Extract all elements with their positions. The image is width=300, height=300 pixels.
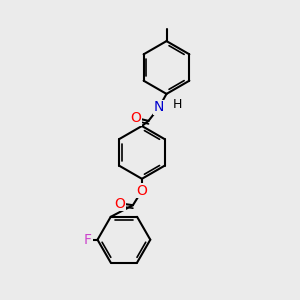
Text: O: O <box>130 112 141 125</box>
Text: H: H <box>172 98 182 111</box>
Text: O: O <box>114 197 125 211</box>
Text: O: O <box>136 184 147 198</box>
Text: N: N <box>154 100 164 114</box>
Text: F: F <box>84 233 92 247</box>
